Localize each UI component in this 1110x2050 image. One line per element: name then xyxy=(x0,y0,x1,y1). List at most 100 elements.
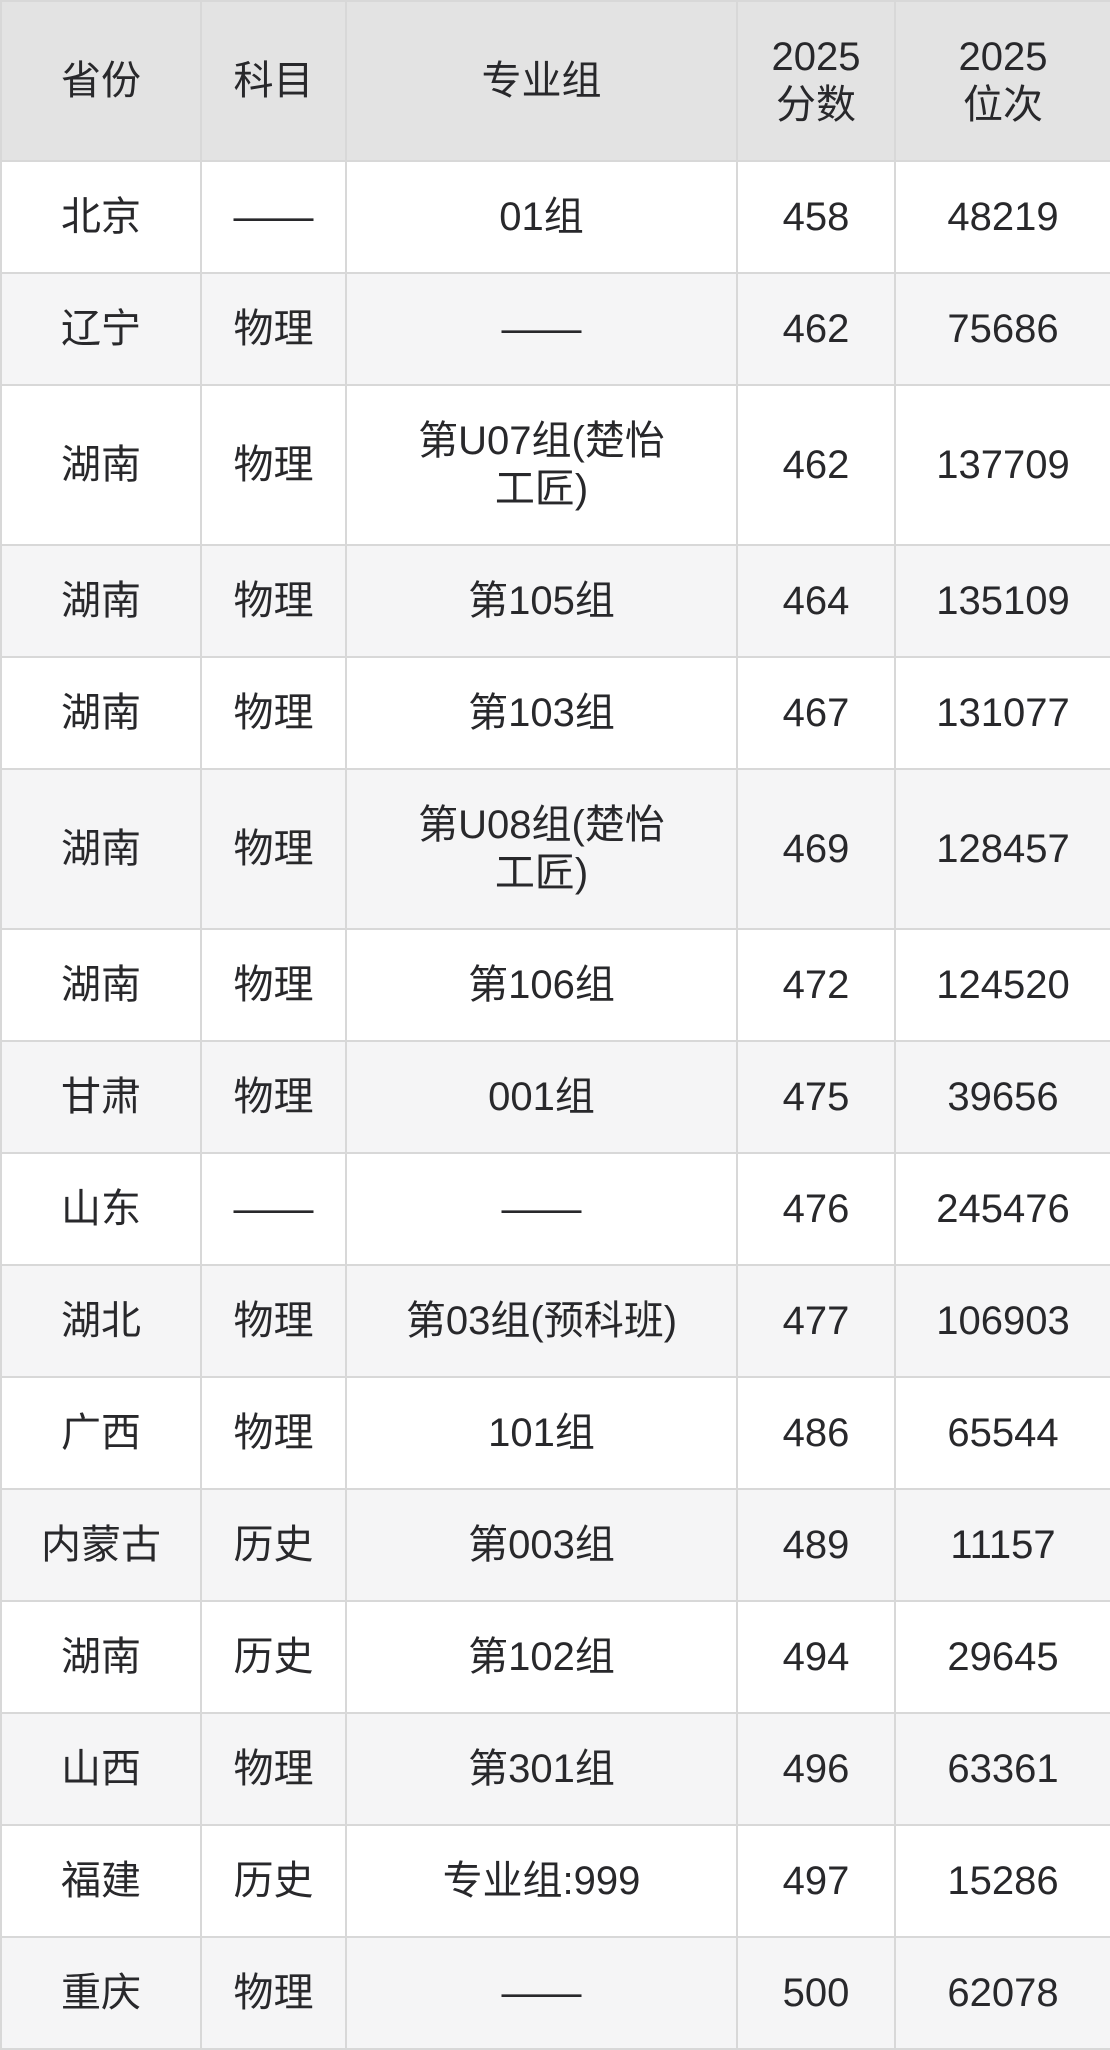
cell-rank: 137709 xyxy=(894,384,1110,546)
cell-province: 重庆 xyxy=(0,1936,202,2050)
cell-rank: 62078 xyxy=(894,1936,1110,2050)
cell-rank: 131077 xyxy=(894,656,1110,770)
cell-rank: 106903 xyxy=(894,1264,1110,1378)
col-header-score-2025: 2025 分数 xyxy=(736,0,896,162)
table-row: 湖南 物理 第103组 467 131077 xyxy=(0,656,1110,770)
cell-score: 469 xyxy=(736,768,896,930)
cell-province: 湖南 xyxy=(0,1600,202,1714)
cell-score: 486 xyxy=(736,1376,896,1490)
cell-subject: —— xyxy=(200,160,347,274)
table-row: 内蒙古 历史 第003组 489 11157 xyxy=(0,1488,1110,1602)
cell-score: 475 xyxy=(736,1040,896,1154)
cell-score: 500 xyxy=(736,1936,896,2050)
table-row: 北京 —— 01组 458 48219 xyxy=(0,160,1110,274)
cell-province: 湖北 xyxy=(0,1264,202,1378)
cell-major-group: 第102组 xyxy=(345,1600,738,1714)
cell-province: 湖南 xyxy=(0,544,202,658)
header-row: 省份 科目 专业组 2025 分数 2025 位次 xyxy=(0,0,1110,162)
col-header-major-group: 专业组 xyxy=(345,0,738,162)
cell-score: 462 xyxy=(736,272,896,386)
cell-score: 476 xyxy=(736,1152,896,1266)
cell-subject: 物理 xyxy=(200,1040,347,1154)
cell-rank: 245476 xyxy=(894,1152,1110,1266)
cell-subject: 物理 xyxy=(200,1712,347,1826)
cell-province: 湖南 xyxy=(0,384,202,546)
cell-score: 458 xyxy=(736,160,896,274)
cell-major-group: 第U08组(楚怡 工匠) xyxy=(345,768,738,930)
cell-subject: 物理 xyxy=(200,384,347,546)
cell-score: 497 xyxy=(736,1824,896,1938)
cell-subject: 历史 xyxy=(200,1824,347,1938)
cell-province: 甘肃 xyxy=(0,1040,202,1154)
cell-major-group: 001组 xyxy=(345,1040,738,1154)
cell-province: 湖南 xyxy=(0,928,202,1042)
cell-major-group: 第003组 xyxy=(345,1488,738,1602)
cell-subject: 物理 xyxy=(200,928,347,1042)
cell-subject: —— xyxy=(200,1152,347,1266)
cell-score: 489 xyxy=(736,1488,896,1602)
cell-province: 北京 xyxy=(0,160,202,274)
table-row: 湖南 物理 第U08组(楚怡 工匠) 469 128457 xyxy=(0,768,1110,930)
cell-subject: 物理 xyxy=(200,768,347,930)
cell-province: 湖南 xyxy=(0,656,202,770)
table-row: 山西 物理 第301组 496 63361 xyxy=(0,1712,1110,1826)
table-row: 湖南 物理 第105组 464 135109 xyxy=(0,544,1110,658)
cell-province: 山西 xyxy=(0,1712,202,1826)
table-row: 山东 —— —— 476 245476 xyxy=(0,1152,1110,1266)
cell-province: 湖南 xyxy=(0,768,202,930)
table-row: 重庆 物理 —— 500 62078 xyxy=(0,1936,1110,2050)
cell-subject: 物理 xyxy=(200,1936,347,2050)
cell-subject: 历史 xyxy=(200,1600,347,1714)
cell-major-group: —— xyxy=(345,1936,738,2050)
cell-score: 477 xyxy=(736,1264,896,1378)
table-header: 省份 科目 专业组 2025 分数 2025 位次 xyxy=(0,0,1110,162)
cell-province: 内蒙古 xyxy=(0,1488,202,1602)
cell-subject: 物理 xyxy=(200,656,347,770)
cell-subject: 物理 xyxy=(200,1376,347,1490)
cell-province: 福建 xyxy=(0,1824,202,1938)
cell-score: 464 xyxy=(736,544,896,658)
col-header-province: 省份 xyxy=(0,0,202,162)
table-row: 湖南 历史 第102组 494 29645 xyxy=(0,1600,1110,1714)
cell-score: 494 xyxy=(736,1600,896,1714)
cell-subject: 历史 xyxy=(200,1488,347,1602)
cell-rank: 128457 xyxy=(894,768,1110,930)
cell-score: 496 xyxy=(736,1712,896,1826)
cell-subject: 物理 xyxy=(200,272,347,386)
cell-major-group: —— xyxy=(345,272,738,386)
cell-province: 辽宁 xyxy=(0,272,202,386)
cell-rank: 39656 xyxy=(894,1040,1110,1154)
cell-rank: 75686 xyxy=(894,272,1110,386)
cell-major-group: 第106组 xyxy=(345,928,738,1042)
cell-major-group: 第103组 xyxy=(345,656,738,770)
table-row: 湖南 物理 第U07组(楚怡 工匠) 462 137709 xyxy=(0,384,1110,546)
cell-major-group: 第U07组(楚怡 工匠) xyxy=(345,384,738,546)
cell-rank: 65544 xyxy=(894,1376,1110,1490)
cell-province: 山东 xyxy=(0,1152,202,1266)
cell-subject: 物理 xyxy=(200,1264,347,1378)
cell-rank: 29645 xyxy=(894,1600,1110,1714)
table-row: 湖北 物理 第03组(预科班) 477 106903 xyxy=(0,1264,1110,1378)
cell-rank: 124520 xyxy=(894,928,1110,1042)
cell-score: 467 xyxy=(736,656,896,770)
cell-major-group: 专业组:999 xyxy=(345,1824,738,1938)
cell-rank: 15286 xyxy=(894,1824,1110,1938)
cell-rank: 11157 xyxy=(894,1488,1110,1602)
table-row: 辽宁 物理 —— 462 75686 xyxy=(0,272,1110,386)
cell-major-group: —— xyxy=(345,1152,738,1266)
cell-major-group: 101组 xyxy=(345,1376,738,1490)
cell-major-group: 第301组 xyxy=(345,1712,738,1826)
cell-rank: 48219 xyxy=(894,160,1110,274)
table-body: 北京 —— 01组 458 48219 辽宁 物理 —— 462 75686 湖… xyxy=(0,160,1110,2050)
table-row: 甘肃 物理 001组 475 39656 xyxy=(0,1040,1110,1154)
cell-major-group: 第03组(预科班) xyxy=(345,1264,738,1378)
cell-province: 广西 xyxy=(0,1376,202,1490)
cell-rank: 135109 xyxy=(894,544,1110,658)
table-row: 福建 历史 专业组:999 497 15286 xyxy=(0,1824,1110,1938)
cell-score: 472 xyxy=(736,928,896,1042)
table-row: 广西 物理 101组 486 65544 xyxy=(0,1376,1110,1490)
cell-major-group: 01组 xyxy=(345,160,738,274)
cell-major-group: 第105组 xyxy=(345,544,738,658)
col-header-rank-2025: 2025 位次 xyxy=(894,0,1110,162)
